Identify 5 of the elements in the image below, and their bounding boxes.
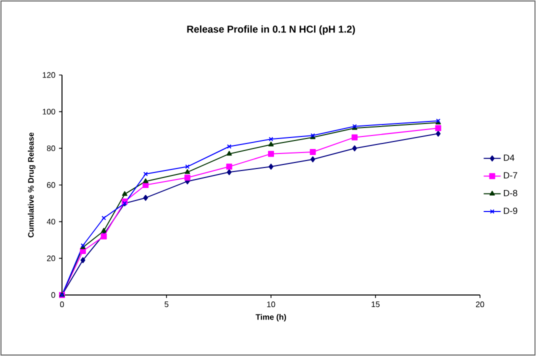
legend-label: D-7: [504, 172, 518, 178]
chart-title: Release Profile in 0.1 N HCl (pH 1.2): [187, 25, 355, 35]
legend-label: D-8: [504, 190, 518, 196]
legend-label: D4: [504, 154, 514, 161]
legend-label: D-9: [504, 208, 518, 214]
